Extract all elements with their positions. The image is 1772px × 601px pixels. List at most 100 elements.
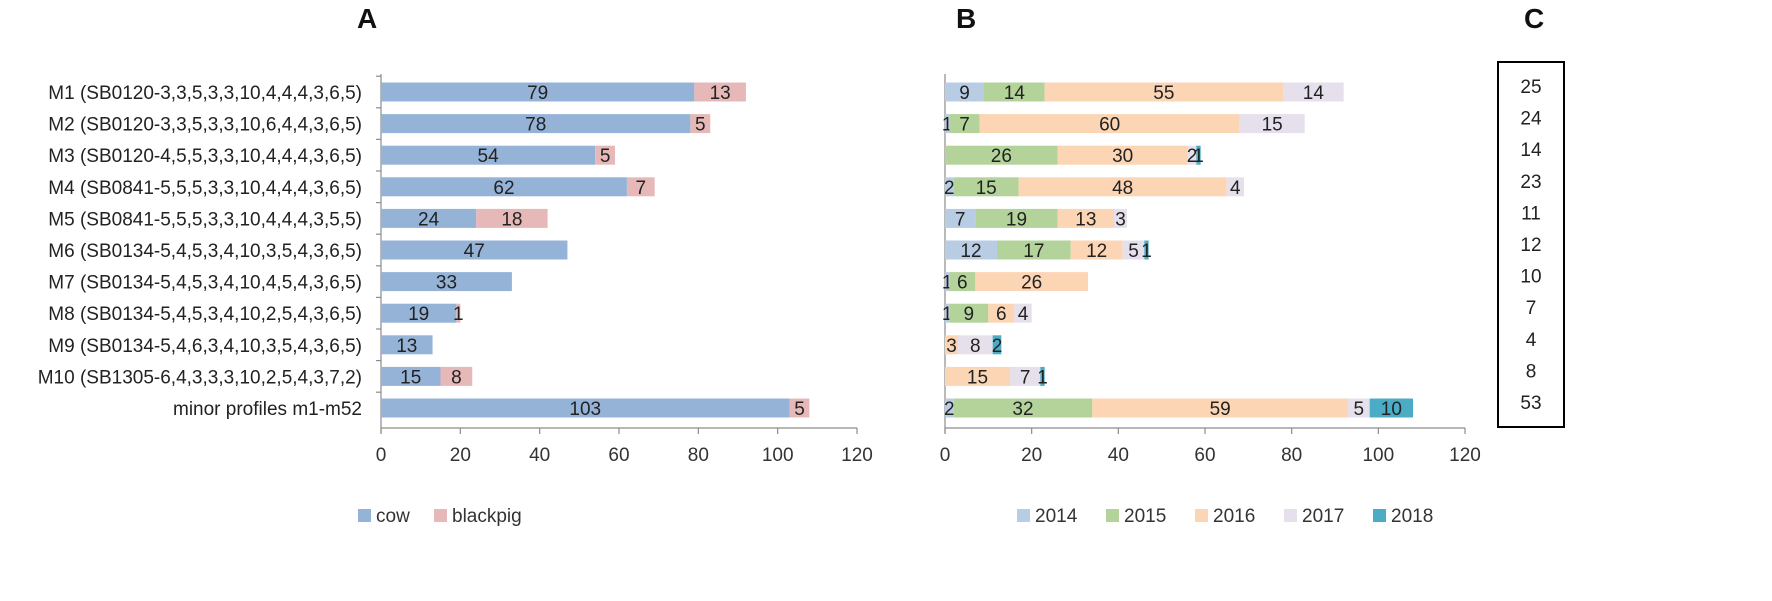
legend-swatch-2014	[1017, 509, 1030, 522]
data-label: 59	[1210, 399, 1231, 420]
legend-swatch-blackpig	[434, 509, 447, 522]
panel-b-letter: B	[956, 3, 976, 34]
legend-swatch-2015	[1106, 509, 1119, 522]
data-label: 19	[1006, 209, 1027, 230]
bar-segment-2015	[949, 272, 976, 292]
bar-segment-2016	[1092, 398, 1348, 418]
bar-segment-blackpig	[789, 398, 810, 418]
data-label: 1	[942, 115, 953, 136]
bar-segment-2017	[1348, 398, 1370, 418]
data-label: 32	[1012, 399, 1033, 420]
data-label: 47	[464, 241, 485, 262]
bar-segment-blackpig	[456, 303, 461, 323]
bar-segment-blackpig	[690, 114, 711, 134]
bar-segment-2015	[953, 398, 1093, 418]
x-tick-label: 80	[688, 445, 709, 466]
data-label: 55	[1153, 83, 1174, 104]
category-label: M9 (SB0134-5,4,6,3,4,10,3,5,4,3,6,5)	[48, 336, 362, 357]
data-label: 4	[1018, 304, 1029, 325]
data-label: 5	[794, 399, 805, 420]
legend-label: 2018	[1391, 506, 1433, 527]
x-tick-label: 20	[450, 445, 471, 466]
legend-label: 2015	[1124, 506, 1166, 527]
data-label: 33	[436, 273, 457, 294]
panel-b-legend: 2014 2015 2016 2017 2018	[1017, 506, 1433, 527]
data-label: 30	[1112, 146, 1133, 167]
data-label: 78	[525, 115, 546, 136]
category-label: M7 (SB0134-5,4,5,3,4,10,4,5,4,3,6,5)	[48, 273, 362, 294]
x-tick-label: 100	[1362, 445, 1394, 466]
data-label: 2	[1187, 146, 1198, 167]
bar-segment-cow	[381, 82, 695, 102]
panel-a-legend: cow blackpig	[358, 506, 522, 527]
bar-segment-2014	[945, 177, 954, 197]
category-label: M10 (SB1305-6,4,3,3,3,10,2,5,4,3,7,2)	[38, 367, 362, 388]
bar-segment-cow	[381, 145, 596, 165]
bar-segment-2017	[1014, 303, 1032, 323]
bar-segment-cow	[381, 335, 433, 355]
data-label: 103	[569, 399, 601, 420]
bar-segment-2017	[1226, 177, 1244, 197]
bar-segment-2017	[1239, 114, 1305, 134]
bar-segment-2016	[945, 335, 958, 355]
bar-segment-2016	[975, 272, 1088, 292]
bar-segment-2016	[1057, 145, 1188, 165]
bar-segment-cow	[381, 208, 477, 228]
data-label: 10	[1381, 399, 1402, 420]
x-tick-label: 120	[841, 445, 873, 466]
panel-c-letter: C	[1524, 3, 1544, 34]
panel-c-table: 25 24 14 23 11 12 10 7 4 8 53	[1497, 61, 1565, 428]
bar-segment-blackpig	[694, 82, 746, 102]
bar-segment-2015	[975, 208, 1058, 228]
legend-swatch-2017	[1284, 509, 1297, 522]
legend-swatch-cow	[358, 509, 371, 522]
bar-segment-2015	[949, 114, 980, 134]
data-label: 8	[970, 336, 981, 357]
data-label: 7	[959, 115, 970, 136]
data-label: 9	[959, 83, 970, 104]
panel-c-value: 11	[1521, 203, 1541, 224]
data-label: 4	[1230, 178, 1241, 199]
data-label: 62	[493, 178, 514, 199]
bar-segment-2017	[958, 335, 993, 355]
bar-segment-2014	[945, 272, 950, 292]
data-label: 7	[955, 209, 966, 230]
panel-c-value: 14	[1520, 140, 1542, 161]
data-label: 26	[1021, 273, 1042, 294]
legend-label: cow	[376, 506, 410, 527]
legend-label: 2014	[1035, 506, 1078, 527]
bar-segment-blackpig	[440, 366, 473, 386]
data-label: 12	[960, 241, 981, 262]
bar-segment-2016	[1018, 177, 1227, 197]
bar-segment-2014	[945, 303, 950, 323]
bar-segment-cow	[381, 303, 457, 323]
data-label: 9	[964, 304, 975, 325]
legend-label: blackpig	[452, 506, 522, 527]
data-label: 48	[1112, 178, 1133, 199]
bar-segment-cow	[381, 398, 790, 418]
bar-segment-cow	[381, 366, 441, 386]
bar-segment-blackpig	[626, 177, 655, 197]
bar-segment-2014	[945, 398, 954, 418]
data-label: 15	[967, 367, 988, 388]
bar-segment-2016	[1044, 82, 1283, 102]
bar-segment-blackpig	[476, 208, 548, 228]
data-label: 1	[942, 273, 953, 294]
x-tick-label: 100	[762, 445, 794, 466]
data-label: 14	[1303, 83, 1325, 104]
bar-segment-2014	[945, 114, 950, 134]
data-label: 2	[944, 178, 955, 199]
panel-c-value: 4	[1526, 330, 1537, 351]
data-label: 54	[478, 146, 500, 167]
data-label: 5	[1354, 399, 1365, 420]
panel-c-value: 23	[1520, 172, 1541, 193]
legend-swatch-2018	[1373, 509, 1386, 522]
bar-segment-cow	[381, 272, 512, 292]
x-tick-label: 120	[1449, 445, 1481, 466]
bar-segment-2017	[1114, 208, 1127, 228]
data-label: 7	[636, 178, 647, 199]
bar-segment-2014	[945, 82, 984, 102]
panel-a-letter: A	[357, 3, 377, 34]
